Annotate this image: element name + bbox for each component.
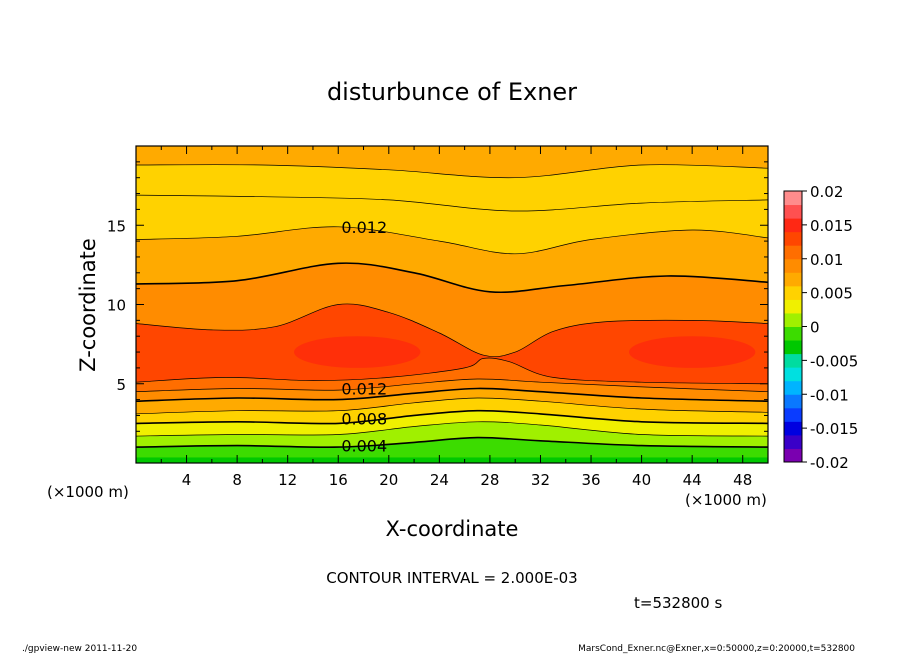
colorbar-cell [784,312,802,327]
colorbar-cell [784,204,802,219]
colorbar-cell [784,245,802,260]
colorbar-label: -0.01 [810,386,849,404]
colorbar-cell [784,367,802,382]
contour-line [135,357,769,385]
contour-line [135,397,769,415]
colorbar-label: -0.02 [810,454,849,472]
colorbar-label: 0.005 [810,285,853,303]
contour-line [135,409,769,425]
x-tick-label: 44 [683,471,702,489]
colorbar-cell [784,407,802,422]
colorbar-cell [784,448,802,463]
colorbar-cell [784,299,802,314]
core-max-1 [294,336,421,368]
colorbar-label: 0.01 [810,251,843,269]
contour-label: 0.008 [341,410,387,429]
x-tick-label: 36 [581,471,600,489]
colorbar-cell [784,191,802,206]
y-tick-label: 15 [107,217,126,235]
x-tick-label: 8 [232,471,242,489]
colorbar-cell [784,258,802,273]
colorbar-cell [784,394,802,409]
contour-lines [135,164,769,449]
band-0.004 [136,437,768,463]
contour-fills [136,146,768,463]
x-tick-label: 40 [632,471,651,489]
x-axis-ticks: 4 8 12 16 20 24 28 32 36 40 44 48 [160,146,752,489]
contour-label: 0.012 [341,380,387,399]
contour-line [135,436,769,449]
colorbar-cell [784,353,802,368]
x-tick-label: 28 [480,471,499,489]
x-tick-label: 20 [379,471,398,489]
colorbar-cell [784,285,802,300]
colorbar-cell [784,231,802,246]
colorbar-cell [784,218,802,233]
colorbar-cell [784,434,802,449]
colorbar-cell [784,340,802,355]
colorbar-label: -0.015 [810,420,858,438]
x-tick-label: 32 [531,471,550,489]
colorbar: 0.02 0.015 0.01 0.005 0 -0.005 -0.01 -0.015 -0.0… [783,183,858,472]
y-axis-ticks: 5 10 15 [107,161,768,448]
colorbar-cell [784,272,802,287]
x-tick-label: 16 [329,471,348,489]
y-tick-label: 10 [107,297,126,315]
footer-left-text: ./gpview-new 2011-11-20 [22,644,137,654]
x-tick-label: 4 [182,471,192,489]
x-unit-left: (×1000 m) [47,483,129,501]
footer-right-text: MarsCond_Exner.nc@Exner,x=0:50000,z=0:20… [578,644,855,654]
band-0.000 [136,457,768,463]
contour-labels: 0.012 0.012 0.008 0.004 [341,218,387,456]
time-text: t=532800 s [634,594,722,612]
band-0.016 [136,303,768,384]
x-unit-right: (×1000 m) [685,491,767,509]
x-tick-label: 12 [278,471,297,489]
contour-line [135,262,769,294]
contour-line [135,194,769,212]
colorbar-cell [784,421,802,436]
colorbar-cell [784,326,802,341]
contour-label: 0.004 [341,437,387,456]
x-tick-label: 24 [430,471,449,489]
contour-line [135,226,769,255]
colorbar-label: 0 [810,319,820,337]
contour-interval-text: CONTOUR INTERVAL = 2.000E-03 [326,569,577,587]
colorbar-label: -0.005 [810,352,858,370]
core-max-2 [628,336,756,368]
colorbar-label: 0.015 [810,217,853,235]
y-tick-label: 5 [116,376,126,394]
contour-line [135,303,769,358]
x-axis-label: X-coordinate [386,517,519,541]
contour-label: 0.012 [341,218,387,237]
contour-line [135,378,769,393]
y-axis-label: Z-coordinate [76,238,100,372]
contour-line [135,421,769,437]
x-tick-label: 48 [733,471,752,489]
contour-line [135,387,769,402]
colorbar-cell [784,380,802,395]
contour-line [135,164,769,179]
colorbar-label: 0.02 [810,183,843,201]
upper-band [136,146,768,178]
chart-title: disturbunce of Exner [327,78,577,106]
